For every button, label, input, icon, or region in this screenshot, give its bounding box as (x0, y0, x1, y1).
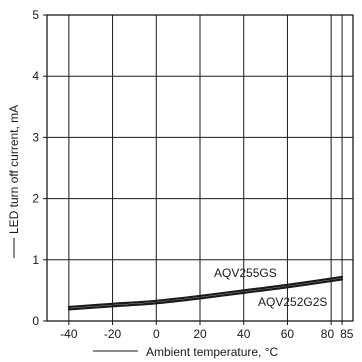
y-tick-label: 1 (32, 253, 39, 267)
y-tick-label: 0 (32, 314, 39, 328)
x-axis-title: Ambient temperature, °C (93, 345, 279, 359)
series-label-aqv252g2s: AQV252G2S (258, 295, 327, 309)
y-tick-labels: 0 1 2 3 4 5 (32, 8, 47, 328)
x-axis-label: Ambient temperature, °C (146, 345, 279, 359)
x-tick-label: 20 (193, 327, 207, 341)
y-tick-label: 3 (32, 130, 39, 144)
x-tick-label: -40 (60, 327, 78, 341)
x-tick-label: 0 (153, 327, 160, 341)
y-axis-label: LED turn off current, mA (7, 105, 21, 234)
y-tick-label: 4 (32, 69, 39, 83)
x-tick-label: 80 (321, 327, 335, 341)
series-layer (67, 275, 344, 311)
x-tick-label: 60 (281, 327, 295, 341)
grid (47, 14, 353, 322)
x-tick-label: 85 (340, 327, 354, 341)
y-tick-label: 5 (32, 8, 39, 22)
series-line-aqv252g2s (67, 278, 344, 311)
x-tick-label: -20 (104, 327, 122, 341)
x-tick-labels: -40 -20 0 20 40 60 80 85 (60, 321, 354, 341)
x-tick-label: 40 (237, 327, 251, 341)
y-tick-label: 2 (32, 192, 39, 206)
y-axis-title: LED turn off current, mA (7, 105, 21, 258)
series-line-aqv255gs (67, 275, 344, 309)
series-label-aqv255gs: AQV255GS (214, 266, 277, 280)
